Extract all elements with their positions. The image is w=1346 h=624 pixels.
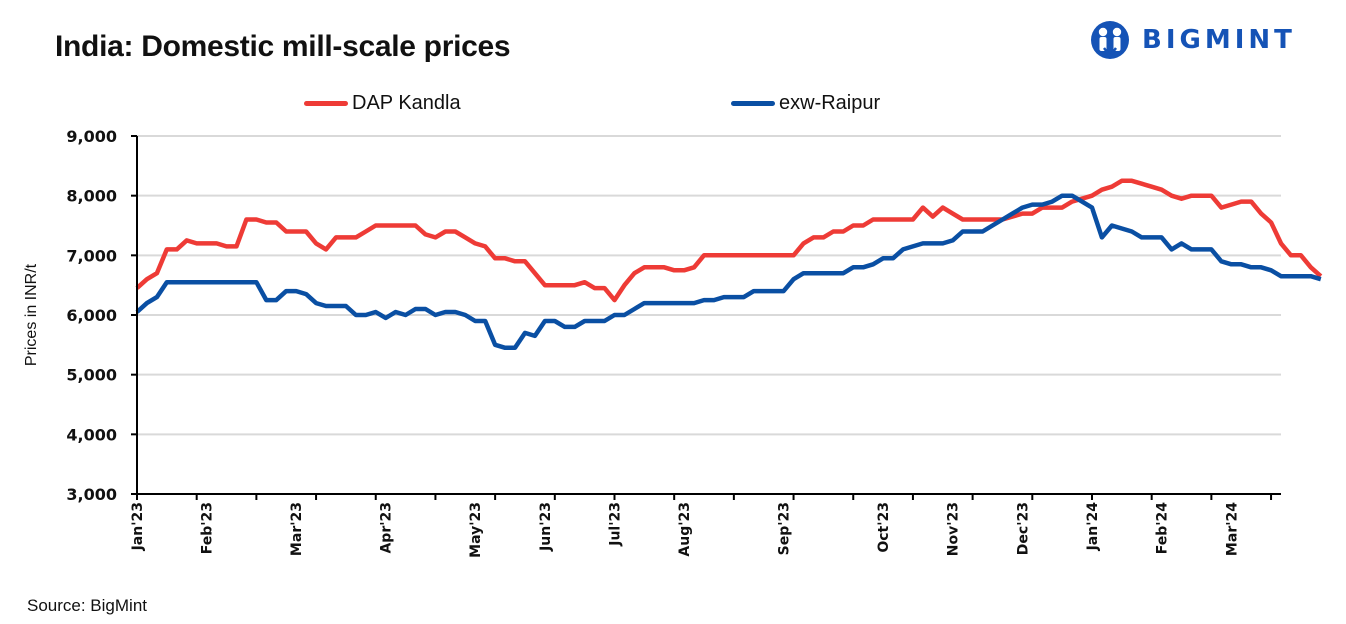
axes <box>136 136 1281 495</box>
x-tick-label: Jan'23 <box>130 502 146 551</box>
x-tick-label: Dec'23 <box>1015 502 1031 555</box>
y-axis-ticks: 3,000 4,000 5,000 6,000 7,000 8,000 9,000 <box>66 127 137 504</box>
brand-name: BIGMINT <box>1142 25 1296 55</box>
y-tick-label: 8,000 <box>66 187 117 206</box>
legend-item-dap-kandla: DAP Kandla <box>304 92 461 115</box>
y-tick-label: 6,000 <box>66 306 117 325</box>
x-tick-label: Feb'24 <box>1155 502 1171 555</box>
y-tick-label: 3,000 <box>66 485 117 504</box>
legend-swatch-dap-kandla <box>304 101 348 106</box>
x-tick-label: Mar'24 <box>1224 502 1240 556</box>
chart-title: India: Domestic mill-scale prices <box>55 30 511 63</box>
x-axis-ticks: Jan'23 Feb'23 Mar'23 Apr'23 May'23 Jun'23 Jul'… <box>130 494 1273 558</box>
series-lines <box>135 178 1323 351</box>
y-tick-label: 4,000 <box>66 425 117 444</box>
x-tick-label: Apr'23 <box>379 502 395 554</box>
series-line-exw-raipur <box>135 193 1322 351</box>
x-tick-label: May'23 <box>468 502 484 558</box>
x-tick-label: Jun'23 <box>538 502 554 552</box>
chart-legend: DAP Kandla exw-Raipur <box>0 92 1346 120</box>
y-axis-label: Prices in INR/t <box>23 263 40 366</box>
legend-label: DAP Kandla <box>352 92 461 114</box>
x-tick-label: Aug'23 <box>677 502 693 557</box>
y-tick-label: 7,000 <box>66 246 117 265</box>
source-note: Source: BigMint <box>27 596 147 615</box>
legend-swatch-exw-raipur <box>731 101 775 106</box>
x-tick-label: Jan'24 <box>1085 502 1101 552</box>
x-tick-label: Jul'23 <box>607 502 623 547</box>
x-tick-label: Sep'23 <box>777 502 793 555</box>
legend-label: exw-Raipur <box>779 92 881 114</box>
series-line-dap-kandla <box>135 178 1323 303</box>
gridlines <box>137 135 1281 436</box>
x-tick-label: Mar'23 <box>289 502 305 556</box>
brand-logo: BIGMINT <box>1090 20 1296 60</box>
x-tick-label: Oct'23 <box>876 502 892 553</box>
x-tick-label: Feb'23 <box>200 502 216 554</box>
x-tick-label: Nov'23 <box>946 502 962 556</box>
bigmint-logo-icon <box>1091 21 1129 59</box>
y-tick-label: 5,000 <box>66 366 117 385</box>
y-tick-label: 9,000 <box>66 127 117 146</box>
legend-item-exw-raipur: exw-Raipur <box>731 92 880 115</box>
